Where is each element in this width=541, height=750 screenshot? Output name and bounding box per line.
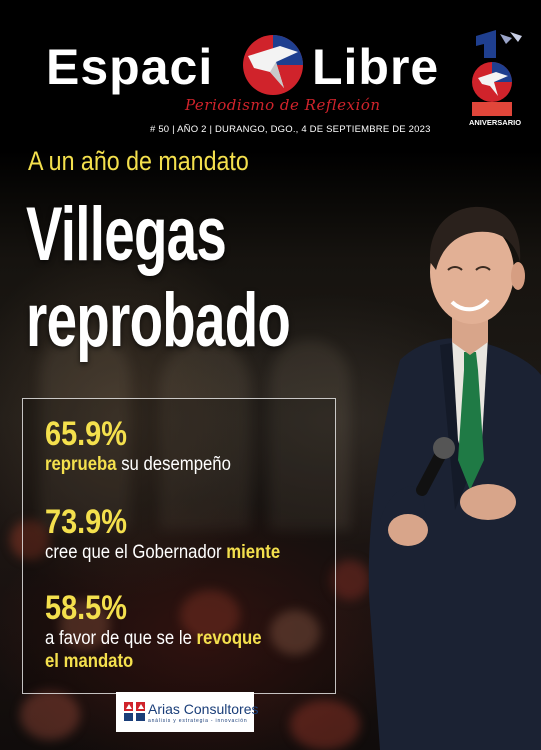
stat-item: 65.9% reprueba su desempeño — [45, 415, 256, 476]
logo-text-libre: Libre — [312, 39, 440, 95]
stats-box: 65.9% reprueba su desempeño 73.9% cree q… — [22, 398, 336, 694]
stat-highlight: miente — [226, 542, 281, 563]
stat-item: 73.9% cree que el Gobernador miente — [45, 503, 312, 564]
crowd-bokeh — [10, 520, 50, 560]
stat-text-rest: su desempeño — [116, 454, 231, 475]
headline-line-2: reprobado — [26, 278, 291, 363]
anniversary-label: ANIVERSARIO — [468, 118, 522, 127]
governor-photo — [368, 206, 541, 750]
logo-globe-icon — [243, 35, 303, 95]
sponsor-logo: Arias Consultores análisis y estrategia … — [116, 692, 259, 732]
crowd-bokeh — [290, 700, 360, 750]
issue-info: # 50 | AÑO 2 | DURANGO, DGO., 4 DE SEPTI… — [150, 124, 431, 135]
crowd-bokeh — [20, 690, 80, 740]
masthead: Espaci Libre Periodismo de Reflexión # 5… — [0, 0, 541, 150]
stat-value: 65.9% — [45, 415, 127, 453]
background-arch — [270, 340, 350, 530]
stat-highlight: el mandato — [45, 651, 134, 672]
stat-highlight: revoque — [196, 628, 262, 649]
tagline: Periodismo de Reflexión — [185, 96, 381, 114]
stat-text-pre: a favor de que se le — [45, 628, 197, 649]
stat-text: reprueba su desempeño — [45, 453, 231, 476]
stat-value: 73.9% — [45, 503, 127, 541]
arias-consultores-icon — [124, 702, 145, 721]
headline-line-1: Villegas — [26, 192, 227, 277]
anniversary-badge-icon — [472, 30, 522, 116]
stat-highlight: reprueba — [45, 454, 117, 475]
crowd-bokeh — [270, 610, 320, 655]
background-arch — [40, 330, 130, 530]
crowd-bokeh — [180, 590, 240, 640]
stat-value: 58.5% — [45, 589, 127, 627]
cover-headline: Villegas reprobado — [26, 192, 291, 364]
background-arch — [160, 340, 250, 530]
stat-item: 58.5% a favor de que se le revoque el ma… — [45, 589, 291, 673]
stat-text: a favor de que se le revoque — [45, 627, 262, 650]
stat-text: cree que el Gobernador miente — [45, 541, 280, 564]
cover-kicker: A un año de mandato — [28, 146, 249, 176]
stat-text-pre: cree que el Gobernador — [45, 542, 227, 563]
crowd-bokeh — [60, 600, 110, 650]
crowd-bokeh — [330, 560, 370, 600]
logo-text-espaci: Espaci — [46, 39, 214, 95]
stat-text: el mandato — [45, 650, 262, 673]
sponsor-name: Arias Consultores — [148, 701, 259, 717]
sponsor-subtitle: análisis y estrategia - innovación — [148, 718, 248, 724]
